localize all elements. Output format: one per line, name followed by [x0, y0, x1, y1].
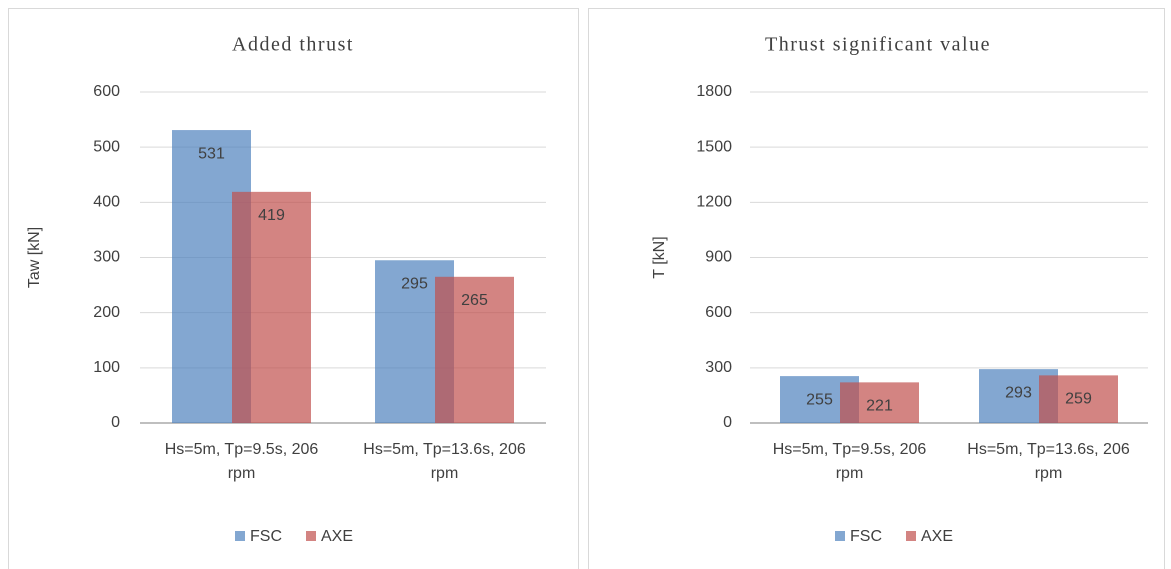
x-tick-label: Hs=5m, Tp=9.5s, 206 rpm — [164, 441, 319, 482]
bar — [435, 276, 514, 423]
legend-label: AXE — [321, 528, 353, 545]
data-label: 259 — [1065, 391, 1092, 408]
y-tick-label: 1500 — [696, 138, 732, 155]
x-tick-label: Hs=5m, Tp=13.6s, 206 rpm — [363, 441, 526, 482]
y-tick-label: 300 — [93, 249, 120, 266]
y-tick-label: 500 — [93, 138, 120, 155]
legend-swatch — [306, 531, 316, 541]
y-axis-label: T [kN] — [651, 236, 668, 278]
y-tick-label: 200 — [93, 304, 120, 321]
bar — [840, 382, 919, 423]
data-label: 255 — [806, 391, 833, 408]
x-tick-label: Hs=5m, Tp=13.6s, 206 rpm — [967, 441, 1130, 482]
y-tick-label: 400 — [93, 194, 120, 211]
y-tick-label: 600 — [705, 304, 732, 321]
chart-title: Added thrust — [232, 34, 354, 56]
y-tick-label: 100 — [93, 359, 120, 376]
data-label: 295 — [401, 275, 428, 292]
data-label: 293 — [1005, 384, 1032, 401]
y-tick-label: 1200 — [696, 194, 732, 211]
panel-border — [8, 8, 579, 569]
y-tick-label: 1800 — [696, 83, 732, 100]
y-axis-label: Taw [kN] — [26, 227, 43, 288]
legend-swatch — [835, 531, 845, 541]
data-label: 419 — [258, 207, 285, 224]
data-label: 265 — [461, 292, 488, 309]
legend-label: AXE — [921, 528, 953, 545]
data-label: 531 — [198, 145, 225, 162]
y-tick-label: 600 — [93, 83, 120, 100]
legend-swatch — [235, 531, 245, 541]
chart-title: Thrust significant value — [765, 34, 991, 56]
legend-swatch — [906, 531, 916, 541]
y-tick-label: 300 — [705, 359, 732, 376]
legend-label: FSC — [250, 528, 282, 545]
y-tick-label: 0 — [723, 414, 732, 431]
panel-border — [588, 8, 1165, 569]
x-tick-label: Hs=5m, Tp=9.5s, 206 rpm — [772, 441, 927, 482]
bar — [1039, 375, 1118, 423]
y-tick-label: 0 — [111, 414, 120, 431]
y-tick-label: 900 — [705, 249, 732, 266]
legend-label: FSC — [850, 528, 882, 545]
data-label: 221 — [866, 398, 893, 415]
bar — [232, 191, 311, 423]
